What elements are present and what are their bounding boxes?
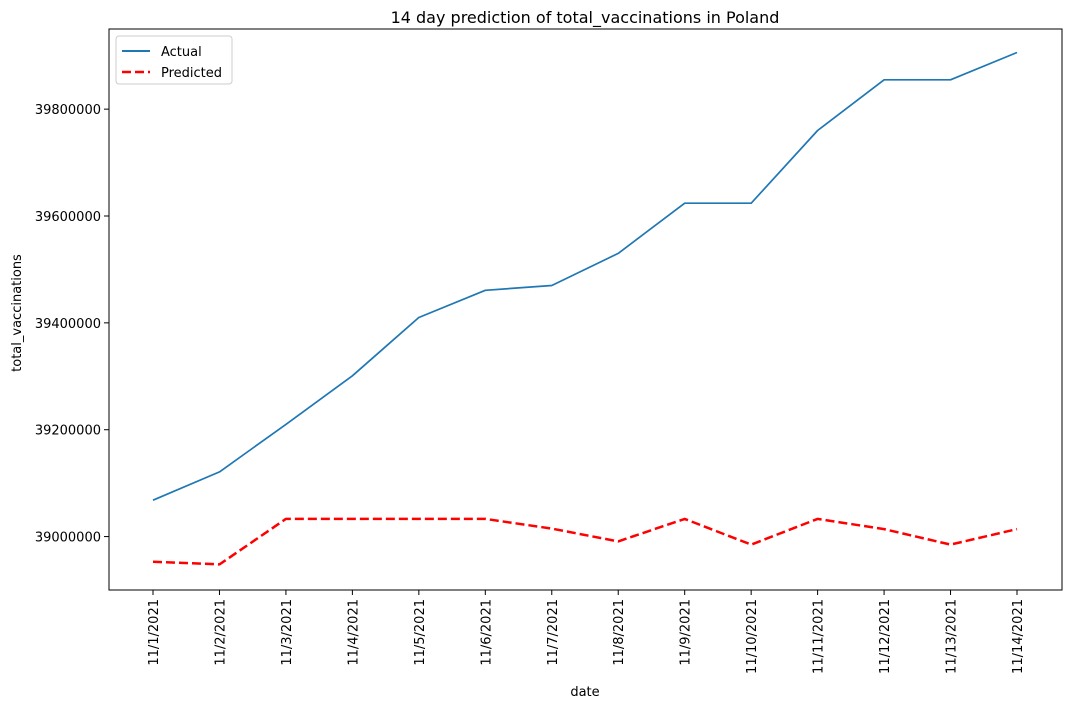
x-tick-label: 11/5/2021 xyxy=(413,599,428,666)
y-tick-label: 39400000 xyxy=(35,317,101,332)
y-tick-label: 39000000 xyxy=(35,531,101,546)
x-tick-label: 11/6/2021 xyxy=(479,599,494,666)
y-axis-label: total_vaccinations xyxy=(10,254,25,372)
x-tick-label: 11/4/2021 xyxy=(346,599,361,666)
legend-label-predicted: Predicted xyxy=(161,66,222,81)
x-tick-label: 11/8/2021 xyxy=(612,599,627,666)
series-line-predicted xyxy=(152,517,1018,566)
series-lines xyxy=(152,51,1018,566)
x-tick-label: 11/9/2021 xyxy=(679,599,694,666)
x-axis: 11/1/2021 11/2/2021 11/3/2021 11/4/2021 11/5… xyxy=(147,590,1026,674)
chart-title: 14 day prediction of total_vaccinations … xyxy=(391,8,780,28)
x-tick-label: 11/12/2021 xyxy=(878,599,893,674)
series-line-actual xyxy=(152,51,1018,501)
x-tick-label: 11/3/2021 xyxy=(280,599,295,666)
x-tick-label: 11/13/2021 xyxy=(945,599,960,674)
x-tick-label: 11/10/2021 xyxy=(745,599,760,674)
plot-area xyxy=(108,28,1063,591)
y-tick-label: 39800000 xyxy=(35,103,101,118)
x-tick-label: 11/14/2021 xyxy=(1011,599,1026,674)
legend-box xyxy=(115,35,233,85)
x-axis-label: date xyxy=(570,685,599,700)
x-tick-label: 11/11/2021 xyxy=(812,599,827,674)
x-tick-label: 11/7/2021 xyxy=(546,599,561,666)
y-tick-label: 39600000 xyxy=(35,210,101,225)
x-tick-label: 11/2/2021 xyxy=(213,599,228,666)
x-tick-label: 11/1/2021 xyxy=(147,599,162,666)
legend: Actual Predicted xyxy=(115,35,233,85)
y-axis: 39000000 39200000 39400000 39600000 39800000 xyxy=(35,103,109,546)
y-tick-label: 39200000 xyxy=(35,424,101,439)
legend-label-actual: Actual xyxy=(161,45,202,60)
